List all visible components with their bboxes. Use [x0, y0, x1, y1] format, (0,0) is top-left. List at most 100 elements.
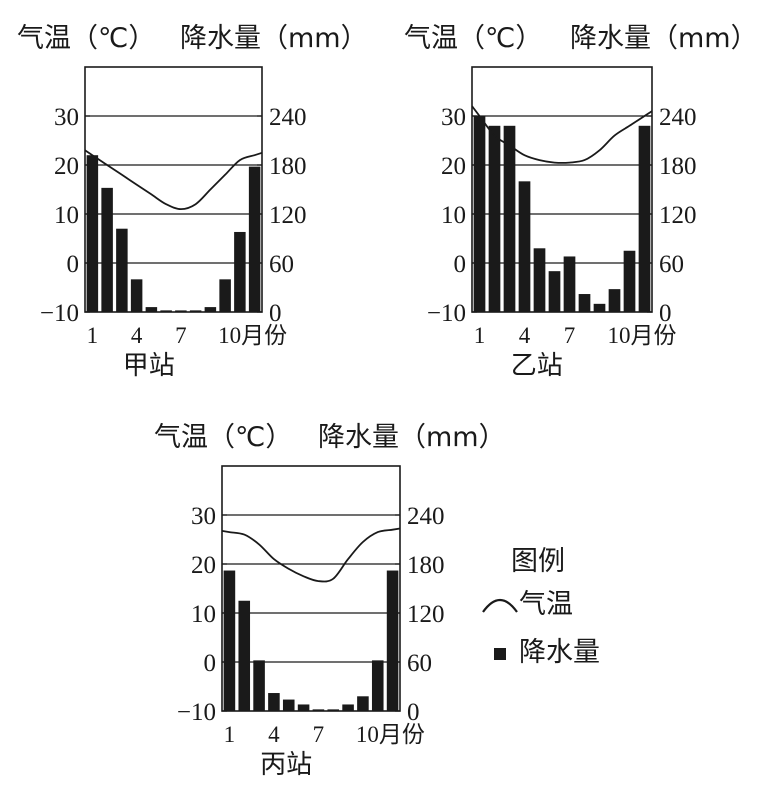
temp-tick-label: 30 [191, 503, 216, 530]
precipitation-bar-month-12 [386, 570, 399, 711]
precip-tick-label: 0 [269, 300, 282, 327]
temp-tick-label: 30 [441, 104, 466, 131]
precip-tick-label: 240 [659, 104, 697, 131]
precip-tick-label: 180 [659, 153, 697, 180]
plot-frame [471, 66, 653, 313]
precipitation-bar-month-7 [563, 256, 576, 312]
precipitation-bar-month-5 [145, 307, 158, 312]
plot-frame [84, 66, 263, 313]
temp-tick-label: −10 [427, 300, 466, 327]
precipitation-bar-month-12 [248, 166, 261, 312]
precip-tick-label: 120 [269, 202, 307, 229]
month-tick-label: 4 [268, 722, 280, 747]
plot-frame [221, 465, 401, 712]
temp-tick-label: −10 [177, 699, 216, 726]
temp-tick-label: 10 [191, 601, 216, 628]
precip-tick-label: 240 [407, 503, 445, 530]
temperature-curve [221, 527, 401, 583]
left-axis-label: 气温（℃） [154, 422, 292, 453]
precip-tick-label: 180 [269, 153, 307, 180]
precipitation-bar-month-1 [473, 116, 486, 312]
legend-precipitation-label: 降水量 [519, 637, 600, 668]
precipitation-bar-month-9 [204, 307, 217, 312]
station-title: 丙站 [260, 750, 312, 780]
precipitation-bar-month-10 [608, 289, 621, 312]
temp-tick-label: 30 [54, 104, 79, 131]
climate-chart-3: 气温（℃） 降水量（mm） 30 20 10 0 −10 240 180 120 60 0 1 4 7 10月… [154, 422, 506, 780]
precipitation-bar-legend-icon [494, 648, 506, 660]
right-axis-label: 降水量（mm） [180, 23, 368, 54]
precipitation-bar-month-3 [116, 228, 128, 312]
precipitation-bar-month-6 [297, 704, 310, 711]
precipitation-bar-month-4 [130, 279, 143, 312]
precipitation-bar-month-4 [518, 181, 531, 312]
precipitation-bar-month-8 [327, 709, 340, 711]
precip-tick-label: 60 [659, 251, 684, 278]
temperature-curve [84, 149, 263, 211]
precipitation-bar-month-6 [548, 271, 561, 312]
station-title: 甲站 [123, 351, 175, 381]
precipitation-bar-month-10 [219, 279, 231, 312]
precip-tick-label: 240 [269, 104, 307, 131]
month-tick-label: 7 [313, 722, 325, 747]
precipitation-bar-month-8 [578, 294, 591, 312]
precipitation-bar-month-3 [503, 125, 516, 312]
precipitation-bar-month-9 [593, 303, 606, 312]
precipitation-bar-month-1 [86, 155, 99, 312]
climate-chart-2: 气温（℃） 降水量（mm） 30 20 10 0 −10 240 180 120 60 0 1 4 7 10月… [404, 23, 758, 381]
temp-tick-label: 0 [204, 650, 217, 677]
month-tick-label: 7 [175, 323, 187, 348]
precip-tick-label: 120 [659, 202, 697, 229]
temp-tick-label: 20 [441, 153, 466, 180]
station-title: 乙站 [511, 351, 563, 381]
temp-tick-label: 20 [191, 552, 216, 579]
month-tick-label: 10月份 [356, 722, 425, 747]
precipitation-bar-month-11 [623, 250, 636, 312]
month-tick-label: 1 [474, 323, 486, 348]
temperature-curve [471, 105, 653, 164]
right-axis-label: 降水量（mm） [318, 422, 506, 453]
precip-tick-label: 180 [407, 552, 445, 579]
precipitation-bar-month-10 [357, 696, 369, 711]
precipitation-bar-month-7 [312, 709, 325, 711]
temp-tick-label: 20 [54, 153, 79, 180]
precipitation-bar-month-3 [253, 660, 265, 711]
legend-title: 图例 [511, 546, 565, 577]
precip-tick-label: 0 [659, 300, 672, 327]
temp-tick-label: 10 [441, 202, 466, 229]
precip-tick-label: 60 [269, 251, 294, 278]
precipitation-bar-month-1 [223, 570, 236, 711]
month-tick-label: 4 [519, 323, 531, 348]
precipitation-bar-month-2 [238, 600, 251, 711]
right-axis-label: 降水量（mm） [570, 23, 758, 54]
precipitation-bar-month-5 [533, 248, 546, 312]
legend: 图例 气温 降水量 [482, 546, 600, 668]
precip-tick-label: 0 [407, 699, 420, 726]
temp-tick-label: −10 [40, 300, 79, 327]
precip-tick-label: 60 [407, 650, 432, 677]
climate-chart-1: 气温（℃） 降水量（mm） 30 20 10 0 −10 240 180 120 60 0 1 4 7 10月… [17, 23, 368, 381]
precipitation-bar-month-8 [189, 310, 202, 312]
temperature-curve-legend-icon [482, 598, 518, 613]
precipitation-bar-month-2 [101, 187, 113, 312]
precipitation-bar-month-9 [342, 704, 354, 711]
precipitation-bar-month-2 [488, 125, 501, 312]
month-tick-label: 10月份 [608, 323, 677, 348]
legend-temperature-label: 气温 [519, 589, 573, 620]
left-axis-label: 气温（℃） [17, 23, 155, 54]
precip-tick-label: 120 [407, 601, 445, 628]
month-tick-label: 1 [224, 722, 236, 747]
temp-tick-label: 10 [54, 202, 79, 229]
precipitation-bar-month-5 [282, 699, 295, 711]
month-tick-label: 10月份 [218, 323, 287, 348]
temp-tick-label: 0 [454, 251, 467, 278]
month-tick-label: 4 [131, 323, 143, 348]
precipitation-bar-month-11 [234, 231, 246, 312]
precipitation-bar-month-12 [638, 125, 651, 312]
month-tick-label: 7 [564, 323, 576, 348]
temp-tick-label: 0 [67, 251, 80, 278]
precipitation-bar-month-4 [268, 693, 280, 711]
precipitation-bar-month-6 [160, 310, 172, 312]
left-axis-label: 气温（℃） [404, 23, 542, 54]
